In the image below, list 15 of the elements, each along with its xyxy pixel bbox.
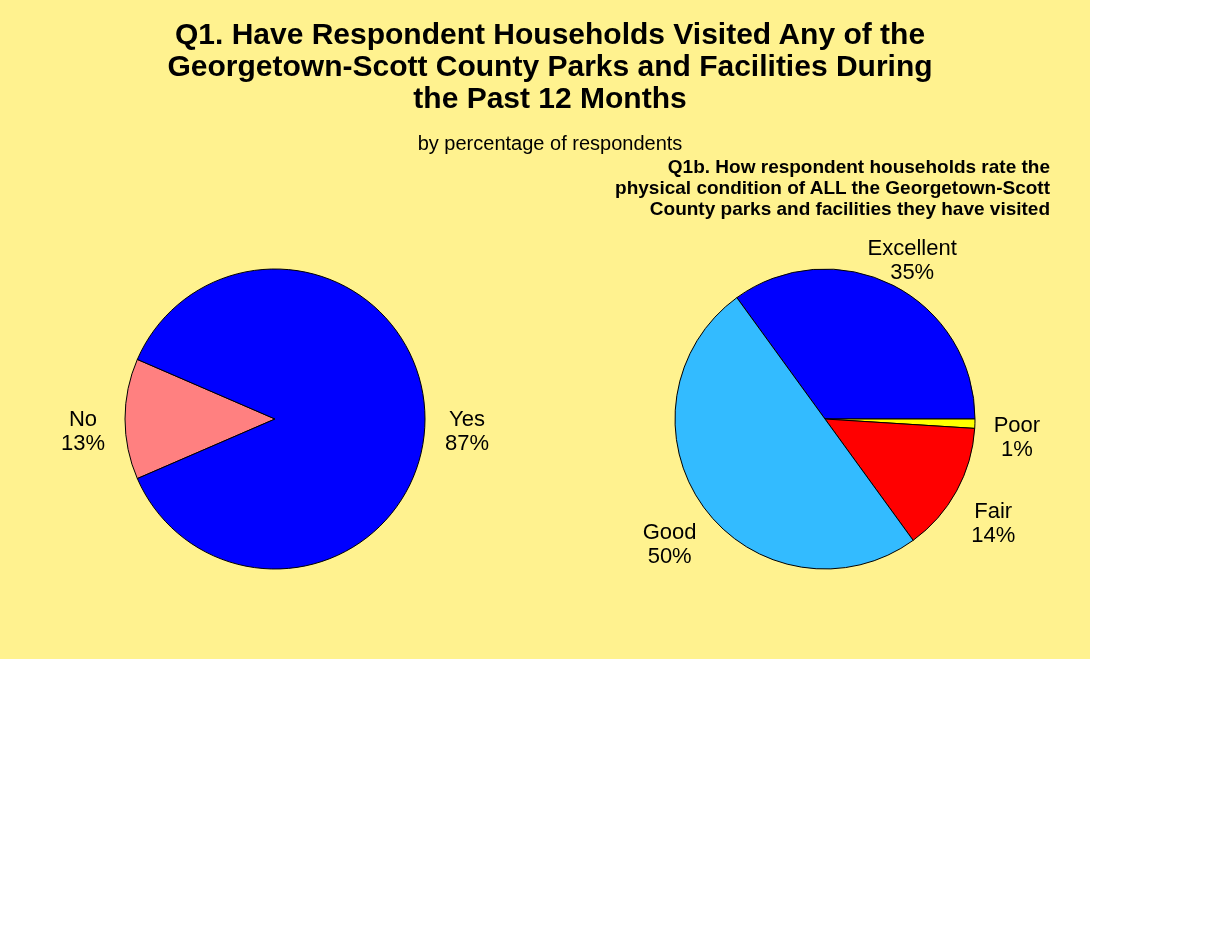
slice-label: Good	[642, 518, 697, 544]
text: by percentage of respondents	[417, 132, 683, 154]
slice-label: Fair	[974, 498, 1013, 524]
data-label: 35%	[890, 258, 935, 284]
slice-label: Poor	[993, 412, 1041, 438]
chart-title: Q1b. How respondent households rate the physical condition of ALL the Georgetown-Scott County parks and facilities they have visited	[615, 156, 1051, 219]
slice-label: Yes	[449, 406, 485, 431]
data-label: 13%	[60, 430, 106, 455]
data-label: 50%	[647, 542, 692, 568]
data-label: 1%	[1001, 436, 1033, 462]
data-label: 87%	[444, 430, 490, 455]
slice-label: Excellent	[867, 234, 957, 260]
data-label: 14%	[971, 522, 1016, 548]
slice-label: No	[68, 406, 98, 431]
text: Q1. Have Respondent Households Visited Any of the Georgetown-Scott County Parks and Facilities During the Past 12 Months	[167, 17, 933, 114]
